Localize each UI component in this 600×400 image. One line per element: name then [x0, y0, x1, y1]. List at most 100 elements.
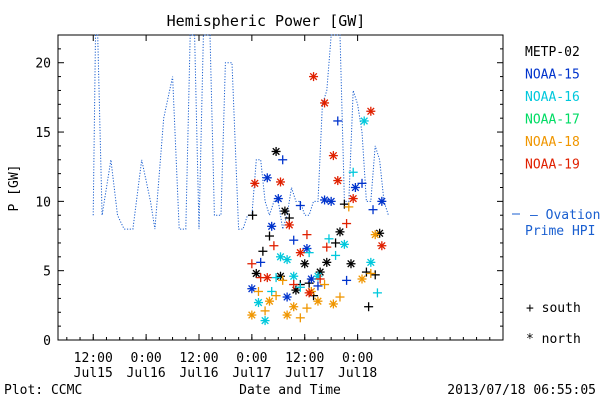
noaa-15-south-point: [289, 235, 299, 245]
noaa-19-north-point: [328, 151, 338, 161]
noaa-18-south-point: [260, 306, 270, 316]
metp-02-north-point: [346, 259, 356, 269]
noaa-15-south-point: [278, 155, 288, 165]
noaa-15-north-point: [326, 196, 336, 206]
noaa-18-north-point: [282, 310, 292, 320]
noaa-16-south-point: [304, 248, 314, 258]
noaa-19-north-point: [262, 273, 272, 283]
noaa-15-south-point: [342, 275, 352, 285]
noaa-16-south-point: [331, 250, 341, 260]
noaa-18-north-point: [370, 230, 380, 240]
noaa-19-south-point: [289, 280, 299, 290]
x-tick-date-label: Jul16: [179, 366, 218, 381]
noaa-19-south-point: [342, 219, 352, 229]
x-axis: 12:00Jul150:00Jul1612:00Jul160:00Jul1712…: [66, 35, 491, 381]
noaa-16-north-point: [282, 255, 292, 265]
x-tick-time-label: 0:00: [342, 351, 373, 366]
metp-02-south-point: [304, 278, 314, 288]
noaa-15-south-point: [333, 116, 343, 126]
noaa-18-north-point: [247, 310, 257, 320]
noaa-15-north-point: [320, 195, 330, 205]
noaa-19-north-point: [348, 194, 358, 204]
noaa-16-north-point: [253, 298, 263, 308]
plot-credit: Plot: CCMC: [4, 383, 82, 398]
metp-02-north-point: [322, 257, 332, 267]
noaa-15-north-point: [302, 244, 312, 253]
ovation-label-line1: – Ovation: [530, 208, 600, 223]
x-tick-date-label: Jul16: [127, 366, 166, 381]
noaa-16-south-point: [271, 273, 281, 283]
noaa-15-north-point: [273, 194, 283, 204]
noaa-18-north-point: [328, 299, 338, 309]
noaa-16-north-point: [289, 271, 299, 281]
noaa-15-north-point: [262, 173, 272, 183]
noaa-19-north-point: [377, 241, 387, 251]
x-tick-date-label: Jul15: [74, 366, 113, 381]
x-tick-date-label: Jul18: [338, 366, 377, 381]
noaa-18-south-point: [302, 303, 312, 313]
chart-title: Hemispheric Power [GW]: [167, 12, 366, 30]
x-tick-date-label: Jul17: [232, 366, 271, 381]
x-tick-time-label: 12:00: [285, 351, 324, 366]
noaa-19-north-point: [284, 220, 294, 230]
noaa-18-south-point: [335, 292, 345, 302]
metp-02-south-point: [364, 302, 374, 312]
metp-02-north-point: [251, 268, 261, 278]
noaa-18-south-point: [295, 313, 305, 323]
noaa-18-north-point: [264, 296, 274, 306]
metp-02-north-point: [335, 227, 345, 237]
x-tick-date-label: Jul17: [285, 366, 324, 381]
y-tick-label: 0: [43, 334, 51, 349]
metp-02-south-point: [248, 210, 258, 220]
metp-02-north-point: [280, 206, 290, 216]
metp-02-south-point: [370, 270, 380, 280]
noaa-16-south-point: [372, 288, 382, 298]
y-axis-label: P [GW]: [7, 165, 22, 212]
noaa-16-south-point: [348, 167, 358, 177]
legend-entry-noaa-18: NOAA-18: [525, 135, 580, 150]
noaa-15-south-point: [256, 257, 266, 267]
noaa-15-south-point: [295, 201, 305, 211]
noaa-19-north-point: [276, 177, 285, 187]
y-tick-label: 10: [35, 195, 51, 210]
noaa-15-south-point: [368, 205, 378, 215]
metp-02-north-point: [300, 259, 310, 269]
noaa-16-north-point: [359, 116, 369, 126]
y-tick-label: 5: [43, 265, 51, 280]
noaa-18-south-point: [278, 275, 288, 285]
legend: METP-02 NOAA-15 NOAA-16 NOAA-17 NOAA-18 NOAA-…: [525, 45, 580, 173]
metp-02-south-point: [258, 246, 268, 256]
noaa-18-south-point: [320, 280, 330, 290]
noaa-15-north-point: [282, 292, 292, 302]
noaa-19-north-point: [309, 72, 319, 82]
metp-02-south-point: [331, 238, 341, 248]
metp-02-south-point: [361, 267, 371, 277]
ovation-hpi-path: [92, 34, 389, 230]
y-tick-label: 15: [35, 126, 51, 141]
noaa-19-south-point: [247, 259, 257, 269]
noaa-19-north-point: [295, 248, 305, 258]
legend-entry-noaa-16: NOAA-16: [525, 90, 580, 105]
noaa-18-south-point: [253, 286, 263, 296]
noaa-19-north-point: [333, 176, 343, 186]
plot-frame: [57, 34, 504, 341]
south-symbol-key: + south: [526, 301, 581, 316]
x-axis-label: Date and Time: [239, 383, 341, 398]
noaa-18-north-point: [357, 274, 367, 284]
noaa-19-north-point: [366, 106, 376, 116]
x-tick-time-label: 12:00: [74, 351, 113, 366]
noaa-19-south-point: [322, 242, 332, 252]
noaa-18-south-point: [344, 202, 354, 212]
legend-entry-noaa-19: NOAA-19: [525, 158, 580, 173]
north-symbol-key: * north: [526, 332, 581, 347]
ovation-hpi-line: [92, 34, 389, 230]
noaa-16-south-point: [267, 286, 277, 296]
noaa-18-north-point: [313, 296, 323, 306]
noaa-15-south-point: [313, 281, 323, 291]
noaa-19-north-point: [250, 178, 260, 188]
noaa-19-south-point: [315, 274, 325, 284]
noaa-19-north-point: [304, 288, 314, 298]
noaa-19-south-point: [302, 230, 312, 240]
legend-entry-metp-02: METP-02: [525, 45, 580, 60]
